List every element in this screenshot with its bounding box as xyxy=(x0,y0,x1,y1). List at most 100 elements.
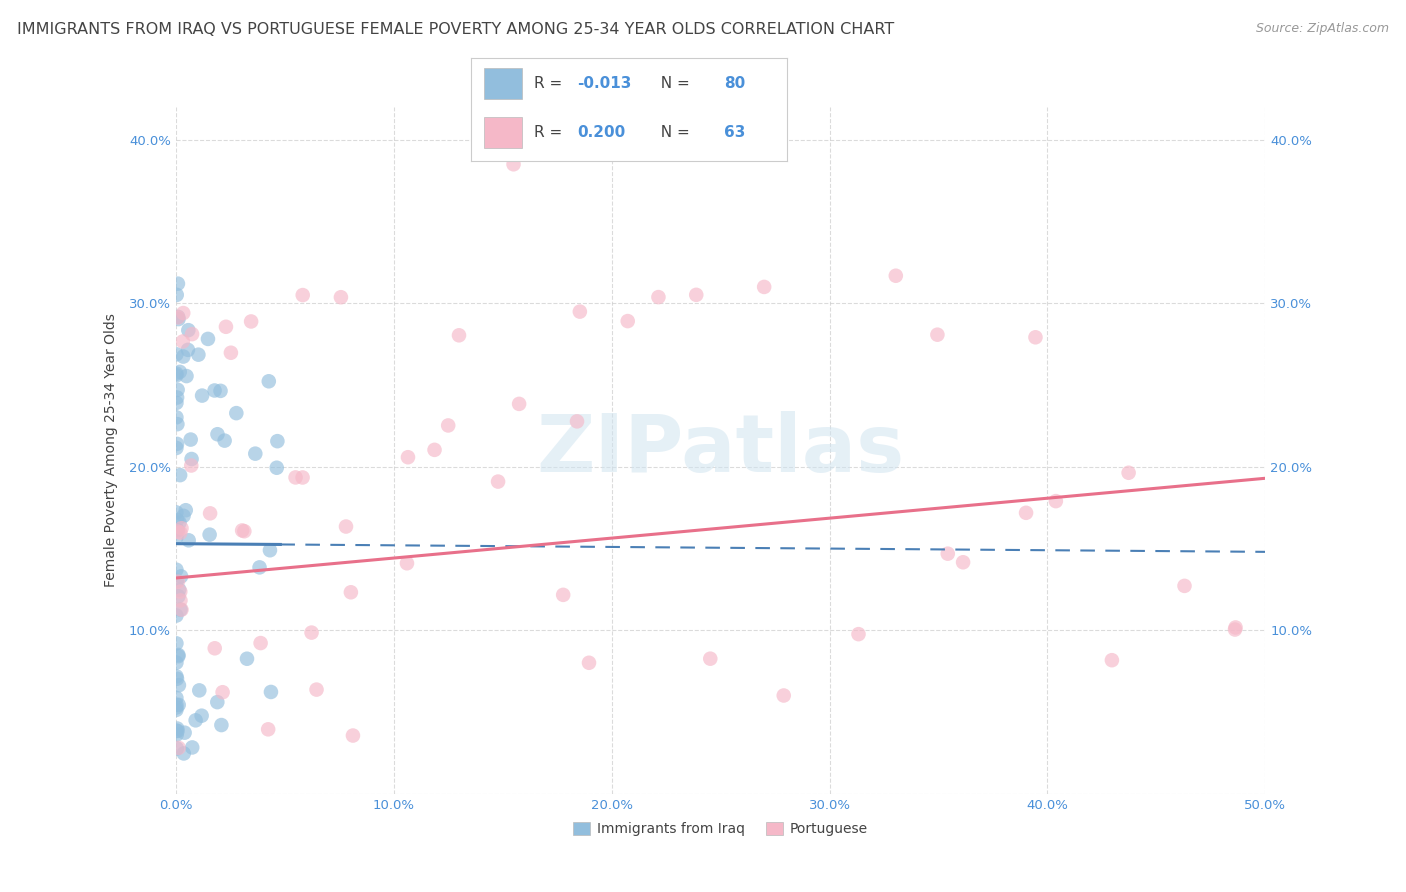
Point xyxy=(1045,494,1067,508)
Text: 80: 80 xyxy=(724,76,745,91)
Point xyxy=(291,470,314,484)
Point xyxy=(553,588,575,602)
Point xyxy=(165,368,187,383)
Point xyxy=(165,505,187,519)
Text: -0.013: -0.013 xyxy=(576,76,631,91)
Point xyxy=(170,603,193,617)
Point xyxy=(167,582,190,597)
Text: IMMIGRANTS FROM IRAQ VS PORTUGUESE FEMALE POVERTY AMONG 25-34 YEAR OLDS CORRELAT: IMMIGRANTS FROM IRAQ VS PORTUGUESE FEMAL… xyxy=(17,22,894,37)
Point xyxy=(225,406,247,420)
Point xyxy=(211,685,233,699)
Point xyxy=(187,348,209,362)
Point xyxy=(176,369,198,384)
Point xyxy=(165,636,187,650)
Point xyxy=(259,543,281,558)
Point xyxy=(165,723,187,738)
Point xyxy=(848,627,870,641)
Point xyxy=(166,288,188,302)
Point xyxy=(396,450,419,465)
Point xyxy=(233,524,256,539)
Point xyxy=(165,656,187,670)
Point xyxy=(754,280,776,294)
Point xyxy=(167,648,190,662)
Point xyxy=(198,506,221,520)
Point xyxy=(184,714,207,728)
Point xyxy=(215,319,238,334)
Point xyxy=(165,690,187,705)
Point xyxy=(207,427,229,442)
Point xyxy=(508,397,530,411)
Text: R =: R = xyxy=(534,126,568,140)
Point xyxy=(437,418,460,433)
Point xyxy=(165,367,187,381)
Point xyxy=(231,524,253,538)
Point xyxy=(165,669,187,683)
Point xyxy=(177,533,200,548)
Text: 63: 63 xyxy=(724,126,745,140)
Point xyxy=(167,312,190,326)
Point xyxy=(165,698,187,712)
Point xyxy=(173,725,195,739)
Point xyxy=(616,314,638,328)
Point xyxy=(291,288,314,302)
Point xyxy=(170,569,193,583)
Point xyxy=(647,290,669,304)
Point xyxy=(165,441,187,455)
Point xyxy=(166,383,188,397)
Point xyxy=(301,625,323,640)
Point xyxy=(180,458,202,473)
Point xyxy=(260,685,283,699)
Point xyxy=(172,306,194,320)
Point xyxy=(181,740,204,755)
Point xyxy=(266,460,288,475)
Point xyxy=(340,585,363,599)
Point xyxy=(166,523,188,537)
Point xyxy=(329,290,352,304)
Point xyxy=(266,434,288,449)
Point xyxy=(578,656,600,670)
Point xyxy=(1024,330,1046,344)
Point xyxy=(565,414,588,428)
Point xyxy=(167,649,190,664)
Point xyxy=(165,608,187,623)
Point xyxy=(952,555,974,569)
Point xyxy=(167,678,190,692)
Point xyxy=(257,374,280,388)
Point xyxy=(197,332,219,346)
Text: ZIPatlas: ZIPatlas xyxy=(537,411,904,490)
Point xyxy=(204,384,226,398)
Point xyxy=(249,636,271,650)
Point xyxy=(236,651,259,665)
Point xyxy=(169,365,191,379)
Y-axis label: Female Poverty Among 25-34 Year Olds: Female Poverty Among 25-34 Year Olds xyxy=(104,313,118,588)
Point xyxy=(166,513,188,527)
Point xyxy=(209,384,232,398)
Point xyxy=(284,470,307,484)
Point xyxy=(170,521,193,535)
Point xyxy=(167,277,190,291)
Point xyxy=(1101,653,1123,667)
Bar xyxy=(484,69,522,99)
Point xyxy=(1173,579,1195,593)
Point xyxy=(191,388,214,402)
Point xyxy=(884,268,907,283)
Point xyxy=(214,434,236,448)
Point xyxy=(167,740,190,755)
Bar xyxy=(484,118,522,148)
Point xyxy=(342,729,364,743)
Point xyxy=(249,560,271,574)
Text: N =: N = xyxy=(651,126,695,140)
Text: Source: ZipAtlas.com: Source: ZipAtlas.com xyxy=(1256,22,1389,36)
Point xyxy=(165,700,187,714)
Point xyxy=(166,722,188,736)
Text: R =: R = xyxy=(534,76,568,91)
Point xyxy=(305,682,328,697)
Point xyxy=(1223,623,1246,637)
Point xyxy=(257,723,280,737)
Point xyxy=(936,547,959,561)
Point xyxy=(165,347,187,361)
Point xyxy=(772,689,794,703)
Point xyxy=(245,447,267,461)
Point xyxy=(1015,506,1038,520)
Point xyxy=(927,327,949,342)
